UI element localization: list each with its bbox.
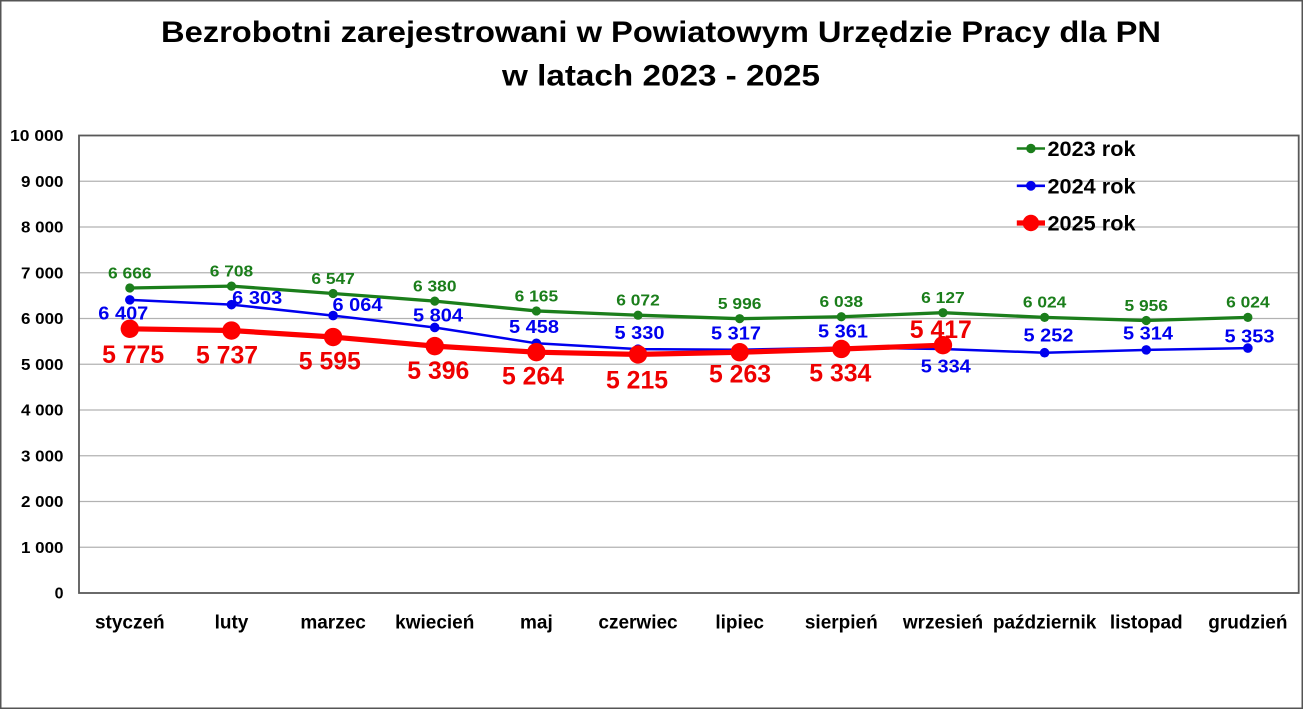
svg-text:5 000: 5 000 (21, 357, 64, 374)
svg-text:Bezrobotni zarejestrowani w Po: Bezrobotni zarejestrowani w Powiatowym U… (161, 16, 1161, 49)
svg-text:10 000: 10 000 (10, 128, 64, 145)
svg-text:wrzesień: wrzesień (902, 612, 983, 633)
svg-text:5 396: 5 396 (407, 357, 469, 385)
svg-text:5 215: 5 215 (606, 366, 668, 394)
svg-text:6 072: 6 072 (616, 293, 660, 310)
svg-text:3 000: 3 000 (21, 448, 64, 465)
svg-text:5 334: 5 334 (809, 360, 871, 388)
svg-text:6 666: 6 666 (108, 265, 152, 282)
svg-text:5 252: 5 252 (1024, 326, 1074, 346)
svg-text:5 334: 5 334 (921, 356, 971, 376)
svg-text:5 417: 5 417 (910, 316, 972, 344)
svg-text:kwiecień: kwiecień (395, 612, 474, 633)
svg-text:6 708: 6 708 (210, 263, 254, 280)
svg-text:6 165: 6 165 (515, 288, 559, 305)
svg-text:listopad: listopad (1110, 612, 1183, 633)
svg-text:5 595: 5 595 (299, 348, 361, 376)
svg-text:2023 rok: 2023 rok (1048, 138, 1136, 161)
svg-text:2024 rok: 2024 rok (1048, 175, 1136, 198)
svg-text:6 127: 6 127 (921, 290, 965, 307)
svg-text:5 264: 5 264 (502, 363, 564, 391)
svg-text:5 737: 5 737 (196, 341, 258, 369)
svg-text:5 996: 5 996 (718, 296, 762, 313)
svg-text:czerwiec: czerwiec (598, 612, 678, 633)
svg-text:6 547: 6 547 (311, 271, 355, 288)
svg-text:marzec: marzec (300, 612, 366, 633)
svg-text:5 317: 5 317 (711, 323, 761, 343)
svg-text:sierpień: sierpień (805, 612, 878, 633)
svg-text:6 024: 6 024 (1023, 295, 1067, 312)
svg-text:5 314: 5 314 (1123, 324, 1173, 344)
svg-text:lipiec: lipiec (715, 612, 764, 633)
svg-text:6 024: 6 024 (1226, 295, 1270, 312)
svg-text:5 956: 5 956 (1124, 298, 1168, 315)
svg-text:5 353: 5 353 (1225, 326, 1275, 346)
svg-text:4 000: 4 000 (21, 403, 64, 420)
svg-text:5 330: 5 330 (615, 323, 665, 343)
svg-text:styczeń: styczeń (95, 612, 165, 633)
svg-text:6 303: 6 303 (232, 288, 282, 308)
svg-text:6 380: 6 380 (413, 278, 457, 295)
svg-text:2025 rok: 2025 rok (1048, 213, 1136, 236)
svg-text:5 775: 5 775 (102, 341, 164, 369)
svg-text:6 407: 6 407 (98, 304, 148, 324)
svg-text:2 000: 2 000 (21, 494, 64, 511)
svg-text:7 000: 7 000 (21, 265, 64, 282)
svg-text:6 000: 6 000 (21, 311, 64, 328)
svg-text:0: 0 (55, 586, 64, 603)
svg-text:luty: luty (215, 612, 249, 633)
svg-text:5 458: 5 458 (509, 317, 559, 337)
svg-text:5 804: 5 804 (413, 305, 463, 325)
svg-text:maj: maj (520, 612, 553, 633)
svg-text:w latach 2023 - 2025: w latach 2023 - 2025 (501, 60, 820, 93)
svg-text:1 000: 1 000 (21, 540, 64, 557)
svg-text:5 361: 5 361 (818, 321, 868, 341)
svg-text:5 263: 5 263 (709, 361, 771, 389)
svg-text:6 064: 6 064 (333, 295, 383, 315)
svg-text:październik: październik (993, 612, 1097, 633)
svg-text:grudzień: grudzień (1208, 612, 1287, 633)
svg-text:8 000: 8 000 (21, 220, 64, 237)
svg-text:9 000: 9 000 (21, 174, 64, 191)
svg-text:6 038: 6 038 (820, 294, 864, 311)
